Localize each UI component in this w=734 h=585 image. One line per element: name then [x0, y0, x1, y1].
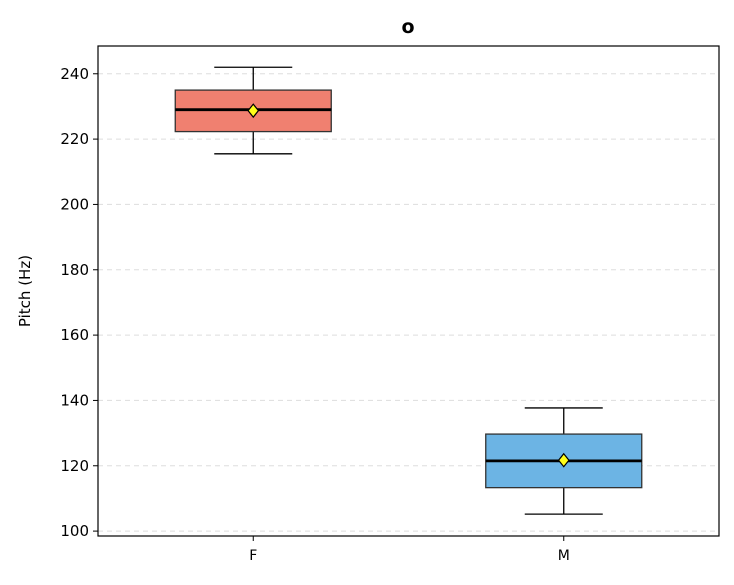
plot-frame — [97, 45, 720, 537]
y-axis-ticks: 100 120 140 160 180 200 220 240 — [60, 65, 98, 540]
y-tick-label: 120 — [60, 457, 89, 475]
y-axis-label: Pitch (Hz) — [16, 255, 34, 327]
grid-lines — [98, 73, 719, 532]
y-tick-label: 140 — [60, 391, 89, 409]
boxes — [174, 66, 643, 515]
y-tick-label: 160 — [60, 326, 89, 344]
box-M — [485, 407, 643, 515]
box-F — [174, 66, 332, 155]
y-tick-label: 180 — [60, 261, 89, 279]
mean-marker — [557, 452, 570, 468]
y-tick-label: 240 — [60, 65, 89, 83]
x-tick-label: F — [249, 548, 257, 564]
y-tick-label: 200 — [60, 195, 89, 213]
y-tick-label: 220 — [60, 130, 89, 148]
chart-title: o — [401, 16, 414, 38]
x-tick-label: M — [558, 548, 570, 564]
mean-marker — [247, 103, 260, 119]
y-tick-label: 100 — [60, 522, 89, 540]
